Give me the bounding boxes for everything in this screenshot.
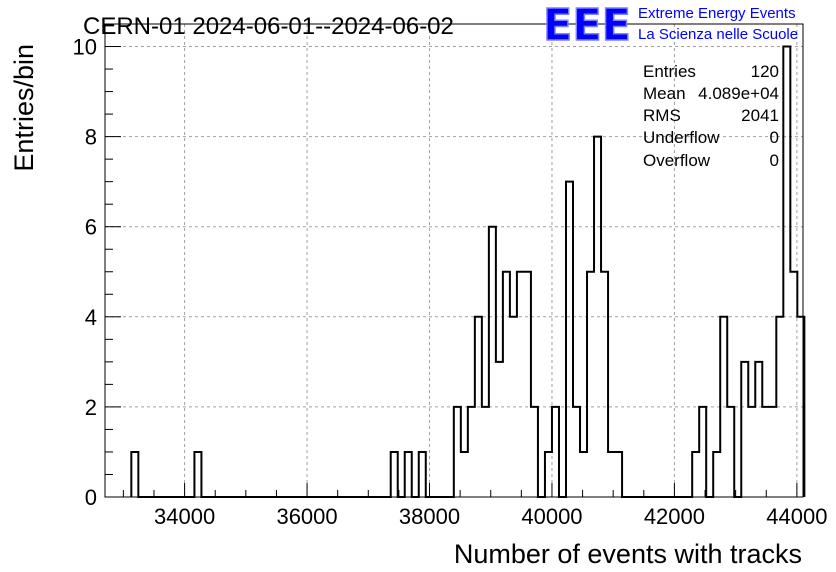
stats-overflow-label: Overflow bbox=[643, 151, 711, 170]
stats-underflow-value: 0 bbox=[770, 128, 779, 147]
x-tick-label-36000: 36000 bbox=[276, 504, 337, 529]
y-tick-labels: 0 2 4 6 8 10 bbox=[73, 35, 97, 510]
plot-frame bbox=[104, 23, 804, 498]
logo-line-1: Extreme Energy Events bbox=[638, 5, 796, 22]
x-tick-label-40000: 40000 bbox=[521, 504, 582, 529]
x-tick-labels: 34000 36000 38000 40000 42000 44000 bbox=[154, 504, 827, 529]
y-tick-label-4: 4 bbox=[85, 305, 97, 330]
eee-logo-mark: EEE bbox=[543, 0, 631, 51]
y-tick-label-0: 0 bbox=[85, 485, 97, 510]
axis-ticks bbox=[105, 23, 798, 498]
logo-line-2: La Scienza nelle Scuole bbox=[638, 26, 798, 43]
histogram-outline bbox=[130, 45, 806, 498]
x-tick-label-42000: 42000 bbox=[644, 504, 705, 529]
stats-rms-value: 2041 bbox=[741, 106, 779, 125]
y-tick-label-6: 6 bbox=[85, 215, 97, 240]
x-axis-label: Number of events with tracks bbox=[454, 539, 802, 569]
x-tick-label-34000: 34000 bbox=[154, 504, 215, 529]
y-tick-label-2: 2 bbox=[85, 395, 97, 420]
y-tick-label-8: 8 bbox=[85, 125, 97, 150]
stats-underflow-label: Underflow bbox=[643, 128, 720, 147]
x-tick-label-38000: 38000 bbox=[399, 504, 460, 529]
stats-entries-value: 120 bbox=[751, 62, 779, 81]
y-tick-label-10: 10 bbox=[73, 35, 97, 60]
stats-box: Entries 120 Mean 4.089e+04 RMS 2041 Unde… bbox=[643, 62, 779, 170]
y-axis-label: Entries/bin bbox=[9, 44, 39, 172]
chart-title: CERN-01 2024-06-01--2024-06-02 bbox=[83, 13, 454, 40]
eee-logo: EEE Extreme Energy Events La Scienza nel… bbox=[542, 0, 798, 52]
stats-mean-value: 4.089e+04 bbox=[698, 84, 779, 103]
stats-overflow-value: 0 bbox=[770, 151, 779, 170]
stats-rms-label: RMS bbox=[643, 106, 681, 125]
stats-entries-label: Entries bbox=[643, 62, 696, 81]
stats-mean-label: Mean bbox=[643, 84, 686, 103]
x-tick-label-44000: 44000 bbox=[766, 504, 827, 529]
